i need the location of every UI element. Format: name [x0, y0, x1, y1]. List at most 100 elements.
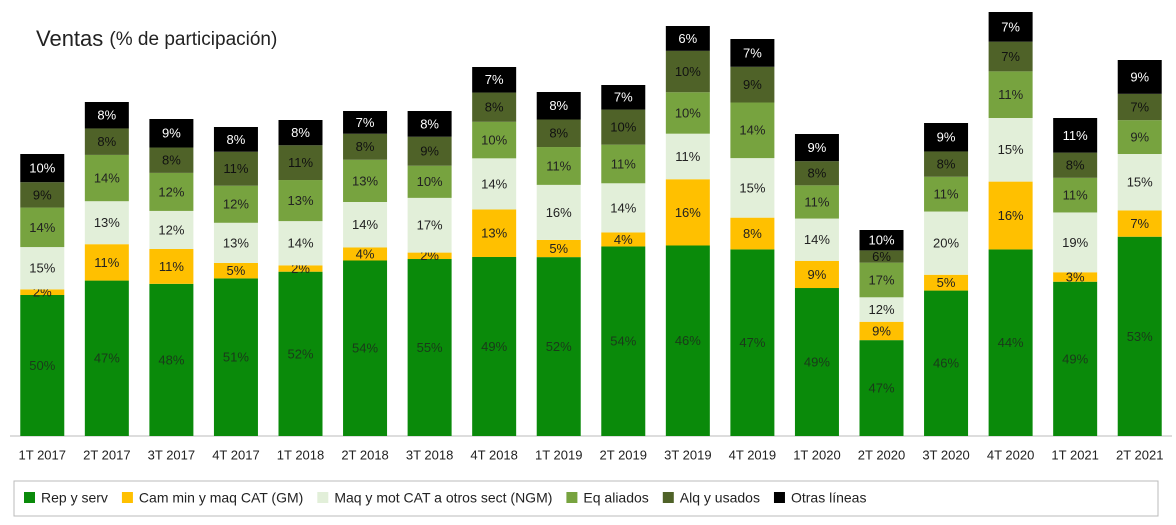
bar-segment: [1053, 281, 1098, 436]
data-label: 9%: [1130, 69, 1149, 84]
bar-segment: [1053, 212, 1098, 273]
data-label: 10%: [675, 64, 701, 79]
bar-segment: [213, 185, 258, 223]
data-label: 9%: [743, 77, 762, 92]
bar-segment: [794, 288, 839, 436]
bar-segment: [278, 265, 323, 272]
data-label: 11%: [1063, 128, 1088, 143]
data-label: 15%: [1127, 175, 1153, 190]
data-label: 8%: [97, 134, 116, 149]
x-tick-label: 3T 2019: [664, 447, 711, 462]
bar-segment: [730, 158, 775, 218]
bar-segment: [859, 262, 904, 298]
data-label: 7%: [485, 72, 504, 87]
data-label: 8%: [808, 166, 827, 181]
data-label: 7%: [1001, 49, 1020, 64]
data-label: 7%: [1001, 19, 1020, 34]
data-label: 13%: [94, 215, 120, 230]
bar-segment: [20, 182, 65, 208]
bar-segment: [278, 221, 323, 266]
bar-segment: [20, 289, 65, 295]
bar-segment: [536, 147, 581, 185]
bar-segment: [84, 102, 129, 129]
bar-segment: [343, 260, 388, 436]
x-tick-label: 3T 2018: [406, 447, 453, 462]
data-label: 14%: [804, 232, 830, 247]
x-tick-label: 2T 2018: [341, 447, 388, 462]
bar-segment: [213, 151, 258, 186]
data-label: 5%: [937, 275, 956, 290]
bar-segment: [20, 154, 65, 183]
bar-segment: [859, 340, 904, 436]
data-label: 14%: [94, 170, 120, 185]
bar-segment: [1053, 118, 1098, 153]
bar-segment: [988, 249, 1033, 436]
bar-segment: [213, 262, 258, 279]
bar-segment: [988, 181, 1033, 250]
bar-segment: [472, 121, 517, 159]
x-tick-label: 1T 2021: [1051, 447, 1098, 462]
data-label: 7%: [356, 115, 375, 130]
data-label: 11%: [159, 259, 184, 274]
legend-label: Maq y mot CAT a otros sect (NGM): [334, 490, 552, 506]
bar-segment: [343, 111, 388, 134]
data-label: 7%: [614, 90, 633, 105]
bar-segment: [665, 245, 710, 436]
legend-box: [13, 480, 1159, 517]
data-label: 11%: [998, 87, 1023, 102]
x-tick-label: 4T 2017: [212, 447, 259, 462]
bar-segment: [407, 197, 452, 253]
bar-segment: [730, 217, 775, 250]
bar-segment: [730, 66, 775, 103]
bar-segment: [213, 127, 258, 152]
bar-segment: [343, 202, 388, 248]
data-label: 14%: [739, 123, 765, 138]
bar-segment: [472, 67, 517, 93]
data-label: 17%: [417, 218, 443, 233]
data-label: 7%: [1130, 216, 1149, 231]
bar-segment: [924, 123, 969, 152]
bar-segment: [536, 239, 581, 258]
data-label: 53%: [1127, 329, 1153, 344]
bar-segment: [730, 39, 775, 67]
bar-segment: [84, 154, 129, 202]
data-label: 49%: [804, 354, 830, 369]
data-label: 15%: [998, 142, 1024, 157]
data-label: 9%: [162, 126, 181, 141]
bar-segment: [1053, 272, 1098, 282]
bar-segment: [730, 249, 775, 436]
x-tick-label: 1T 2018: [277, 447, 324, 462]
bar-segment: [84, 244, 129, 281]
legend-label: Cam min y maq CAT (GM): [139, 490, 303, 506]
data-label: 8%: [420, 116, 439, 131]
bar-segment: [988, 12, 1033, 42]
bar-segment: [343, 247, 388, 261]
data-label: 10%: [675, 105, 701, 120]
data-label: 11%: [804, 194, 829, 209]
bar-segment: [1117, 60, 1162, 94]
data-label: 49%: [1062, 351, 1088, 366]
data-label: 19%: [1062, 235, 1088, 250]
data-label: 17%: [868, 272, 894, 287]
bar-segment: [988, 71, 1033, 118]
data-label: 10%: [29, 161, 55, 176]
bar-segment: [988, 41, 1033, 72]
data-label: 12%: [158, 184, 184, 199]
bar-segment: [601, 109, 646, 145]
bar-segment: [84, 128, 129, 155]
bar-segment: [472, 256, 517, 436]
data-label: 9%: [808, 267, 827, 282]
bar-segment: [924, 211, 969, 275]
bar-segment: [213, 278, 258, 436]
data-label: 54%: [610, 334, 636, 349]
data-label: 14%: [29, 220, 55, 235]
bar-segment: [407, 136, 452, 166]
data-label: 7%: [1130, 99, 1149, 114]
data-label: 8%: [549, 126, 568, 141]
data-label: 13%: [287, 193, 313, 208]
x-tick-label: 4T 2020: [987, 447, 1034, 462]
bar-segment: [601, 183, 646, 233]
bar-segment: [665, 92, 710, 134]
data-label: 15%: [739, 180, 765, 195]
